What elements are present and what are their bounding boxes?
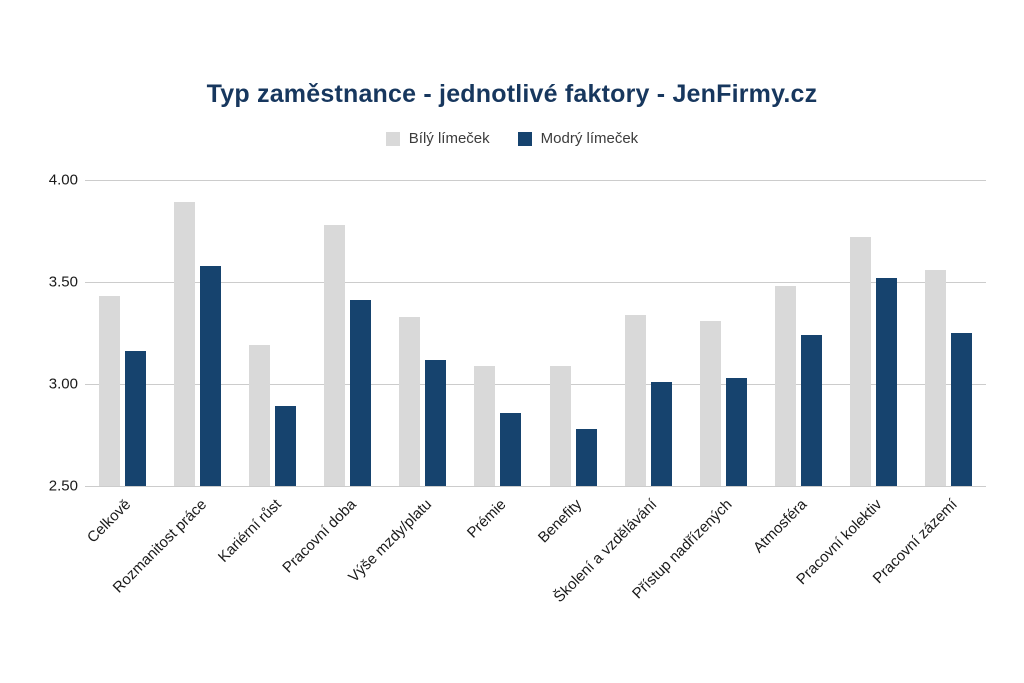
bar-series: [85, 180, 986, 486]
bar-group-atmosf-ra: [774, 180, 822, 486]
x-tick-label-pr-mie: Prémie: [464, 496, 510, 542]
bar-group-v-e-mzdy-platu: [399, 180, 447, 486]
bar-b-l-l-me-ek-kari-rn-r-st: [249, 345, 271, 486]
white-collar-swatch-icon: [385, 131, 400, 146]
bar-b-l-l-me-ek-pracovn-kolektiv: [849, 237, 871, 486]
bar-modr-l-me-ek-p-stup-nad-zen-ch: [725, 377, 747, 486]
legend-label-white-collar: Bílý límeček: [408, 130, 490, 147]
bar-group-pracovn-kolektiv: [849, 180, 897, 486]
bar-group-celkov: [99, 180, 147, 486]
bar-modr-l-me-ek-benefity: [575, 428, 597, 486]
bar-modr-l-me-ek-rozmanitost-pr-ce: [200, 265, 222, 486]
bar-b-l-l-me-ek-pracovn-z-zem: [924, 269, 946, 486]
bar-b-l-l-me-ek-rozmanitost-pr-ce: [174, 202, 196, 486]
bar-group-kari-rn-r-st: [249, 180, 297, 486]
x-label-cell: Výše mzdy/platu: [345, 492, 460, 612]
x-axis-labels: Celkově Rozmanitost práce Kariérní růst Pra…: [84, 492, 986, 612]
legend-label-blue-collar: Modrý límeček: [540, 130, 639, 147]
bar-modr-l-me-ek-v-e-mzdy-platu: [425, 359, 447, 486]
legend-item-white-collar: Bílý límeček: [385, 130, 490, 147]
legend: Bílý límeček Modrý límeček: [0, 130, 1024, 147]
x-label-cell: Prémie: [460, 492, 535, 612]
x-tick-label-benefity: Benefity: [534, 496, 586, 547]
bar-b-l-l-me-ek-benefity: [549, 365, 571, 486]
bar-b-l-l-me-ek-pracovn-doba: [324, 224, 346, 486]
bar-group-p-stup-nad-zen-ch: [699, 180, 747, 486]
bar-modr-l-me-ek-pracovn-kolektiv: [875, 277, 897, 486]
bar-b-l-l-me-ek-celkov: [99, 296, 121, 486]
bar-group-pracovn-z-zem: [924, 180, 972, 486]
bar-group-pr-mie: [474, 180, 522, 486]
bar-group-rozmanitost-pr-ce: [174, 180, 222, 486]
plot-area: [85, 180, 986, 487]
bar-b-l-l-me-ek-pr-mie: [474, 365, 496, 486]
gridline: [85, 180, 986, 181]
bar-modr-l-me-ek-celkov: [125, 351, 147, 486]
bar-modr-l-me-ek-pr-mie: [500, 412, 522, 486]
gridline: [85, 384, 986, 385]
x-tick-label-celkov: Celkově: [84, 496, 135, 547]
gridline: [85, 282, 986, 283]
bar-b-l-l-me-ek-kolen-a-vzd-l-v-n: [624, 314, 646, 486]
bar-group-benefity: [549, 180, 597, 486]
x-label-cell: Pracovní zázemí: [869, 492, 986, 612]
bar-modr-l-me-ek-kari-rn-r-st: [275, 406, 297, 486]
y-tick-label: 3.50: [48, 273, 78, 291]
blue-collar-swatch-icon: [517, 131, 532, 146]
bar-b-l-l-me-ek-atmosf-ra: [774, 286, 796, 486]
y-tick-label: 2.50: [48, 477, 78, 495]
bar-modr-l-me-ek-pracovn-z-zem: [950, 333, 972, 486]
bar-b-l-l-me-ek-p-stup-nad-zen-ch: [699, 320, 721, 486]
y-tick-label: 4.00: [48, 171, 78, 189]
bar-group-pracovn-doba: [324, 180, 372, 486]
bar-b-l-l-me-ek-v-e-mzdy-platu: [399, 316, 421, 486]
bar-group-kolen-a-vzd-l-v-n: [624, 180, 672, 486]
bar-modr-l-me-ek-atmosf-ra: [800, 335, 822, 486]
bar-modr-l-me-ek-kolen-a-vzd-l-v-n: [650, 381, 672, 486]
legend-item-blue-collar: Modrý límeček: [517, 130, 639, 147]
x-label-cell: Přístup nadřízených: [629, 492, 761, 612]
chart-title: Typ zaměstnance - jednotlivé faktory - J…: [206, 80, 818, 108]
bar-modr-l-me-ek-pracovn-doba: [350, 300, 372, 486]
y-tick-label: 3.00: [48, 375, 78, 393]
gridline: [85, 486, 986, 487]
